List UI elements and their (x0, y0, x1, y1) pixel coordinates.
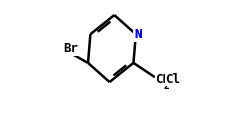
Text: N: N (134, 28, 141, 41)
Text: Cl: Cl (165, 73, 180, 86)
Text: CH: CH (156, 73, 171, 86)
Text: Br: Br (63, 42, 78, 55)
Text: N: N (134, 28, 141, 41)
Text: 2: 2 (163, 81, 169, 91)
Text: N: N (134, 28, 141, 41)
